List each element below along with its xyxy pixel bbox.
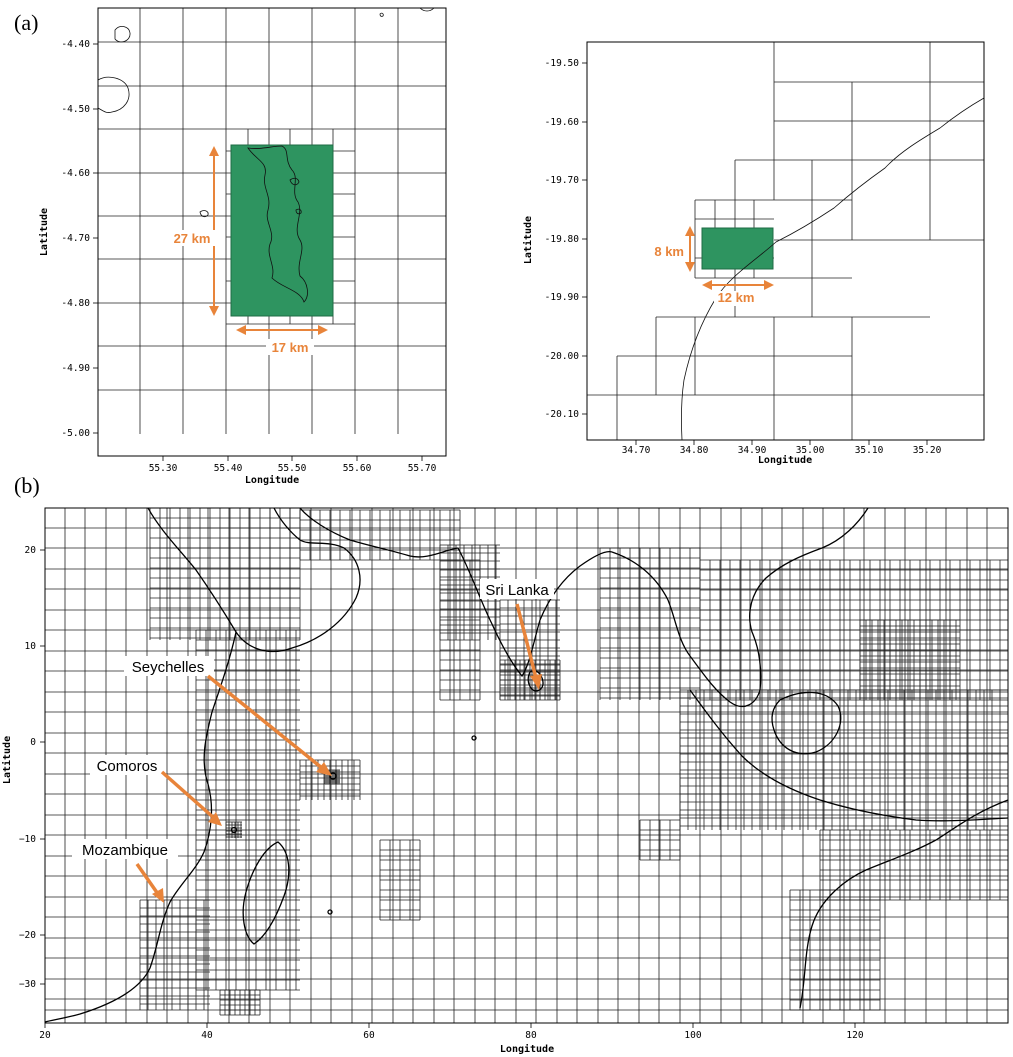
right-map-highlight-region [701,227,774,270]
left-map-x-tick: 55.60 [343,463,372,474]
right-map-x-tick: 34.90 [738,445,767,456]
overview-y-tick: 10 [25,641,37,652]
left-map-y-tick: -4.40 [61,39,90,50]
right-map-x-tick: 35.20 [913,445,942,456]
overview-y-tick: −30 [19,979,36,990]
left-map-width-arrow [236,325,328,335]
left-map-y-tick: -4.50 [61,104,90,115]
left-map-y-tick: -5.00 [61,428,90,439]
overview-x-tick: 20 [39,1030,51,1041]
comoros-label: Comoros [97,758,158,775]
comoros-annotation: Comoros [90,755,222,826]
mozambique-annotation: Mozambique [72,839,178,903]
right-map-width-label: 12 km [718,290,755,305]
right-map-x-title: Longitude [758,454,812,466]
sri-lanka-annotation: Sri Lanka [480,579,554,690]
right-map-width-arrow [702,280,774,290]
right-map-x-tick: 35.10 [855,445,884,456]
right-map-y-tick: -20.00 [545,351,580,362]
left-map-x-tick: 55.50 [278,463,307,474]
left-map-y-tick: -4.80 [61,298,90,309]
right-map-y-tick: -19.90 [545,292,580,303]
right-map-x-tick: 35.00 [796,445,825,456]
left-map-y-tick: -4.70 [61,233,90,244]
right-map-coastline [681,97,985,441]
overview-x-tick: 120 [846,1030,863,1041]
overview-y-title: Latitude [1,736,13,784]
left-map-y-tick: -4.90 [61,363,90,374]
seychelles-label: Seychelles [132,659,205,676]
right-map-y-tick: -19.60 [545,117,580,128]
overview-y-tick: 20 [25,545,37,556]
right-map-height-arrow [685,226,695,272]
right-map-y-title: Latitude [522,216,534,264]
right-map-mesh [587,42,984,440]
left-map-y-title: Latitude [38,208,50,256]
right-map-x-tick: 34.70 [622,445,651,456]
right-map: -19.50 -19.60 -19.70 -19.80 -19.90 -20.0… [522,41,985,466]
panel-b-label: (b) [14,473,40,498]
overview-y-tick: −20 [19,930,36,941]
overview-map: 20 10 0 −10 −20 −30 20 40 60 80 100 120 … [1,507,1009,1055]
right-map-y-tick: -19.70 [545,175,580,186]
overview-fine-mesh [139,507,1009,1016]
left-map-x-title: Longitude [245,474,299,486]
left-map-width-label: 17 km [272,340,309,355]
left-map-x-tick: 55.70 [408,463,437,474]
left-map-height-label: 27 km [174,231,211,246]
overview-y-tick: 0 [30,737,36,748]
left-map-y-tick: -4.60 [61,168,90,179]
left-map-frame [97,7,447,457]
right-map-y-tick: -19.80 [545,234,580,245]
left-map-x-tick: 55.40 [214,463,243,474]
overview-x-title: Longitude [500,1043,554,1055]
right-map-x-tick: 34.80 [680,445,709,456]
right-map-frame [586,41,985,441]
right-map-y-tick: -19.50 [545,58,580,69]
right-map-y-tick: -20.10 [545,409,580,420]
overview-x-tick: 80 [525,1030,537,1041]
overview-y-tick: −10 [19,834,36,845]
mozambique-label: Mozambique [82,842,168,859]
overview-x-tick: 40 [201,1030,213,1041]
overview-x-tick: 100 [684,1030,701,1041]
sri-lanka-label: Sri Lanka [485,582,549,599]
overview-x-tick: 60 [363,1030,375,1041]
left-map-x-tick: 55.30 [149,463,178,474]
seychelles-annotation: Seychelles [124,656,332,776]
panel-a-label: (a) [14,10,38,35]
left-map-coastline [97,7,435,303]
left-map: -4.40 -4.50 -4.60 -4.70 -4.80 -4.90 -5.0… [38,7,447,486]
overview-map-frame [44,507,1009,1024]
left-map-highlight-region [230,144,334,317]
right-map-height-label: 8 km [654,244,684,259]
